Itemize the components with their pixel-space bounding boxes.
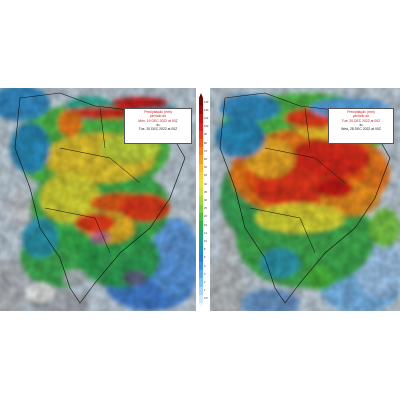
colorbar-tick-label: 1 bbox=[204, 289, 206, 293]
colorbar-swatch bbox=[199, 122, 203, 132]
colorbar-swatch bbox=[199, 139, 203, 148]
colorbar-swatch bbox=[199, 130, 203, 140]
colorbar-swatch bbox=[199, 286, 203, 296]
legend-separator-right: -to- bbox=[358, 122, 364, 127]
colorbar-tick-label: 8 bbox=[204, 248, 206, 252]
colorbar-tick-label: 110 bbox=[204, 117, 209, 120]
colorbar-swatch bbox=[199, 163, 203, 173]
legend-subtitle-right: período do bbox=[352, 114, 370, 119]
colorbar-tick-label: 150 bbox=[204, 100, 209, 104]
colorbar-tick-label: 6 bbox=[204, 256, 206, 260]
colorbar-swatch bbox=[199, 253, 203, 263]
legend-title-right: Precipitação (mm) bbox=[347, 110, 375, 114]
colorbar-swatch bbox=[199, 245, 203, 255]
map-legend-left: Precipitação (mm) período do Mon, 19 DEC… bbox=[124, 108, 192, 144]
colorbar-swatch bbox=[199, 180, 203, 189]
legend-from-left: Mon, 19 DEC 2022 at 00Z bbox=[138, 118, 178, 123]
colorbar-tick-label: 2 bbox=[204, 281, 206, 284]
legend-subtitle-left: período do bbox=[149, 114, 167, 119]
colorbar-tick-label: 35 bbox=[204, 190, 207, 194]
colorbar-tick-label: 70 bbox=[204, 149, 207, 153]
colorbar-swatch bbox=[199, 147, 203, 156]
colorbar-tick-label: 130 bbox=[204, 108, 209, 112]
country-border bbox=[219, 92, 391, 304]
precipitation-field-right bbox=[210, 88, 400, 311]
legend-to-right: Wed, 28 DEC 2022 at 00Z bbox=[341, 127, 381, 132]
colorbar-min-arrow-icon bbox=[199, 303, 203, 308]
colorbar-swatch bbox=[199, 270, 203, 279]
colorbar-tick-label: 4 bbox=[204, 264, 206, 268]
colorbar-swatch bbox=[199, 212, 203, 222]
colorbar-swatch bbox=[199, 278, 203, 287]
colorbar-tick-label: 20 bbox=[204, 215, 207, 219]
colorbar-swatch bbox=[199, 262, 203, 271]
colorbar-tick-label: 15 bbox=[204, 223, 207, 227]
legend-title-left: Precipitação (mm) bbox=[144, 110, 172, 114]
colorbar-swatch bbox=[199, 294, 203, 304]
precipitation-map-left: Precipitação (mm) período do Mon, 19 DEC… bbox=[0, 88, 196, 311]
map-legend-right: Precipitação (mm) período do Tue, 20 DEC… bbox=[328, 108, 394, 144]
country-border bbox=[14, 92, 186, 304]
colorbar-tick-label: 10 bbox=[204, 240, 207, 243]
colorbar-tick-label: 12 bbox=[204, 231, 207, 235]
precipitation-map-right: Precipitação (mm) período do Tue, 20 DEC… bbox=[210, 88, 400, 311]
state-border bbox=[44, 107, 141, 254]
colorbar-tick-label: 45 bbox=[204, 174, 207, 178]
precipitation-colorbar: 150 130 110 100 90 80 70 60 50 45 40 35 30 25 20 15 12 10… bbox=[198, 93, 210, 308]
colorbar-swatch bbox=[199, 155, 203, 164]
colorbar-tick-label: 60 bbox=[204, 158, 207, 161]
colorbar-swatch bbox=[199, 237, 203, 246]
colorbar-swatch bbox=[199, 106, 203, 115]
colorbar-tick-label: 25 bbox=[204, 207, 207, 211]
precipitation-field-left bbox=[0, 88, 196, 311]
colorbar-tick-label: 90 bbox=[204, 133, 207, 137]
colorbar-swatch bbox=[199, 221, 203, 230]
colorbar-swatch bbox=[199, 98, 203, 107]
colorbar-max-arrow-icon bbox=[199, 93, 203, 98]
colorbar-tick-label: 50 bbox=[204, 166, 207, 170]
colorbar-swatch bbox=[199, 229, 203, 238]
colorbar-tick-label: 80 bbox=[204, 141, 207, 145]
colorbar-tick-label: 30 bbox=[204, 199, 207, 202]
colorbar-swatch bbox=[199, 171, 203, 181]
colorbar-swatch bbox=[199, 114, 203, 123]
legend-to-left: Tue, 20 DEC 2022 at 00Z bbox=[138, 127, 178, 132]
state-border bbox=[249, 107, 346, 254]
colorbar-swatch bbox=[199, 188, 203, 197]
legend-from-right: Tue, 20 DEC 2022 at 00Z bbox=[341, 118, 381, 123]
colorbar-tick-label: 100 bbox=[204, 125, 209, 129]
colorbar-tick-label: 3 bbox=[204, 272, 206, 276]
colorbar-tick-label: 40 bbox=[204, 182, 207, 186]
colorbar-tick-label: 0.5 bbox=[204, 297, 208, 301]
legend-separator-left: -to- bbox=[155, 122, 161, 127]
colorbar-swatch bbox=[199, 204, 203, 214]
colorbar-swatch bbox=[199, 196, 203, 205]
